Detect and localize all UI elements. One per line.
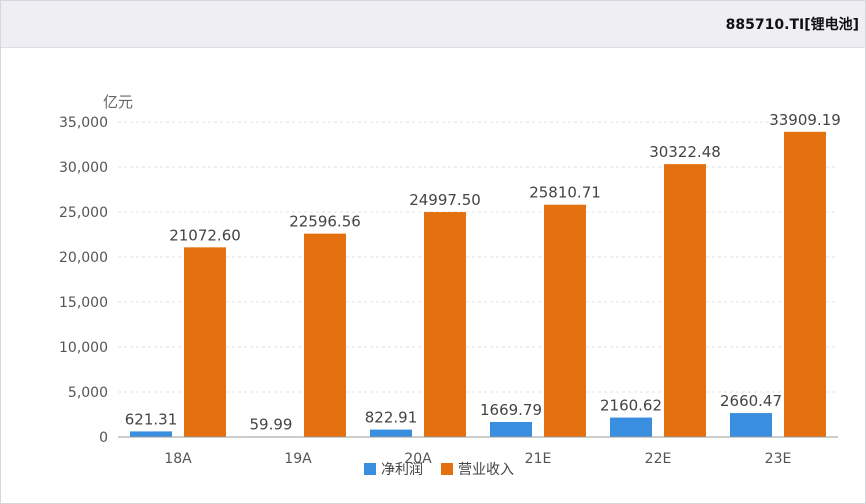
y-tick-label: 15,000 <box>59 295 108 311</box>
chart-title: 885710.TI[锂电池] <box>725 17 859 33</box>
bar <box>370 429 412 437</box>
bar <box>424 212 466 437</box>
bar <box>184 247 226 437</box>
chart-header: 885710.TI[锂电池] <box>1 1 865 48</box>
y-tick-label: 0 <box>99 430 108 446</box>
legend: 净利润 营业收入 <box>364 462 514 478</box>
data-label: 24997.50 <box>409 191 481 209</box>
bar <box>664 164 706 437</box>
x-tick-label: 22E <box>645 451 672 467</box>
y-tick-label: 25,000 <box>59 205 108 221</box>
bar <box>490 421 532 437</box>
data-label: 30322.48 <box>649 143 721 161</box>
bar <box>304 233 346 437</box>
legend-label: 净利润 <box>381 462 423 478</box>
y-tick-label: 30,000 <box>59 160 108 176</box>
data-label: 2660.47 <box>720 392 782 410</box>
data-label: 822.91 <box>365 409 418 427</box>
legend-swatch <box>441 463 453 475</box>
data-labels: 621.31 21072.60 59.99 22596.56 822.91 24997.5… <box>125 111 841 434</box>
bars <box>130 131 826 437</box>
data-label: 1669.79 <box>480 401 542 419</box>
legend-swatch <box>364 463 376 475</box>
bar <box>130 431 172 437</box>
x-tick-label: 21E <box>525 451 552 467</box>
y-tick-label: 20,000 <box>59 250 108 266</box>
bar <box>544 204 586 437</box>
x-tick-label: 19A <box>284 451 312 467</box>
data-label: 33909.19 <box>769 111 841 129</box>
data-label: 2160.62 <box>600 397 662 415</box>
data-label: 621.31 <box>125 410 178 428</box>
bar <box>610 417 652 437</box>
legend-label: 营业收入 <box>458 462 514 478</box>
x-axis-ticks: 18A 19A 20A 21E 22E 23E <box>164 451 791 467</box>
y-axis-ticks: 0 5,000 10,000 15,000 20,000 25,000 30,000 35,0… <box>59 115 108 446</box>
y-tick-label: 10,000 <box>59 340 108 356</box>
bar <box>784 131 826 437</box>
data-label: 59.99 <box>250 415 293 433</box>
data-label: 25810.71 <box>529 184 601 202</box>
y-tick-label: 5,000 <box>68 385 108 401</box>
data-label: 22596.56 <box>289 213 361 231</box>
data-label: 21072.60 <box>169 226 241 244</box>
y-axis-unit-label: 亿元 <box>103 93 133 111</box>
x-tick-label: 20A <box>404 451 432 467</box>
x-tick-label: 18A <box>164 451 192 467</box>
x-tick-label: 23E <box>765 451 792 467</box>
bar <box>730 413 772 437</box>
y-tick-label: 35,000 <box>59 115 108 131</box>
gridlines <box>118 121 838 393</box>
